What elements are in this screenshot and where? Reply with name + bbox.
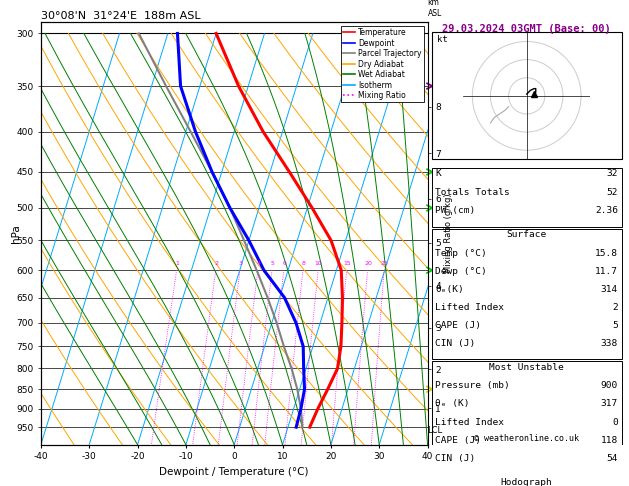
Text: 6: 6 xyxy=(282,260,286,266)
Bar xyxy=(431,228,622,359)
Text: 338: 338 xyxy=(601,339,618,348)
Bar xyxy=(431,362,622,474)
Y-axis label: Mixing Ratio (g/kg): Mixing Ratio (g/kg) xyxy=(443,193,453,273)
Text: 52: 52 xyxy=(606,188,618,197)
Text: 5: 5 xyxy=(270,260,274,266)
Text: Most Unstable: Most Unstable xyxy=(489,363,564,372)
Text: hPa: hPa xyxy=(11,224,21,243)
Text: 15.8: 15.8 xyxy=(595,248,618,258)
Text: θₑ (K): θₑ (K) xyxy=(435,399,470,408)
Text: 118: 118 xyxy=(601,436,618,445)
Text: 2: 2 xyxy=(214,260,218,266)
Text: LCL: LCL xyxy=(428,426,443,434)
Text: θₑ(K): θₑ(K) xyxy=(435,285,464,294)
Text: 2.36: 2.36 xyxy=(595,206,618,215)
Bar xyxy=(431,33,622,159)
Text: K: K xyxy=(435,170,441,178)
Text: 8: 8 xyxy=(301,260,305,266)
Text: Temp (°C): Temp (°C) xyxy=(435,248,487,258)
Text: 2: 2 xyxy=(612,303,618,312)
Text: Surface: Surface xyxy=(506,230,547,239)
Text: CAPE (J): CAPE (J) xyxy=(435,436,481,445)
Text: Pressure (mb): Pressure (mb) xyxy=(435,381,510,390)
Text: 4: 4 xyxy=(257,260,260,266)
Legend: Temperature, Dewpoint, Parcel Trajectory, Dry Adiabat, Wet Adiabat, Isotherm, Mi: Temperature, Dewpoint, Parcel Trajectory… xyxy=(341,26,424,103)
Text: 15: 15 xyxy=(343,260,351,266)
Text: 3: 3 xyxy=(238,260,243,266)
Text: 0: 0 xyxy=(612,417,618,427)
Text: © weatheronline.co.uk: © weatheronline.co.uk xyxy=(474,434,579,443)
Text: 25: 25 xyxy=(381,260,389,266)
Text: 5: 5 xyxy=(612,321,618,330)
Text: Dewp (°C): Dewp (°C) xyxy=(435,267,487,276)
Text: Lifted Index: Lifted Index xyxy=(435,303,504,312)
Text: kt: kt xyxy=(438,35,448,44)
Text: 11.7: 11.7 xyxy=(595,267,618,276)
Text: Hodograph: Hodograph xyxy=(501,478,553,486)
Text: 900: 900 xyxy=(601,381,618,390)
Text: 30°08'N  31°24'E  188m ASL: 30°08'N 31°24'E 188m ASL xyxy=(41,11,201,21)
Bar xyxy=(431,168,622,226)
Text: 32: 32 xyxy=(606,170,618,178)
Text: 317: 317 xyxy=(601,399,618,408)
Text: CAPE (J): CAPE (J) xyxy=(435,321,481,330)
Text: 54: 54 xyxy=(606,454,618,463)
Bar xyxy=(431,476,622,486)
Text: CIN (J): CIN (J) xyxy=(435,339,476,348)
Text: 314: 314 xyxy=(601,285,618,294)
Text: 1: 1 xyxy=(175,260,179,266)
Text: km
ASL: km ASL xyxy=(428,0,442,17)
Text: CIN (J): CIN (J) xyxy=(435,454,476,463)
Text: Totals Totals: Totals Totals xyxy=(435,188,510,197)
X-axis label: Dewpoint / Temperature (°C): Dewpoint / Temperature (°C) xyxy=(160,467,309,477)
Text: Lifted Index: Lifted Index xyxy=(435,417,504,427)
Text: 20: 20 xyxy=(364,260,372,266)
Text: 29.03.2024 03GMT (Base: 00): 29.03.2024 03GMT (Base: 00) xyxy=(442,24,611,34)
Text: PW (cm): PW (cm) xyxy=(435,206,476,215)
Text: 10: 10 xyxy=(314,260,323,266)
